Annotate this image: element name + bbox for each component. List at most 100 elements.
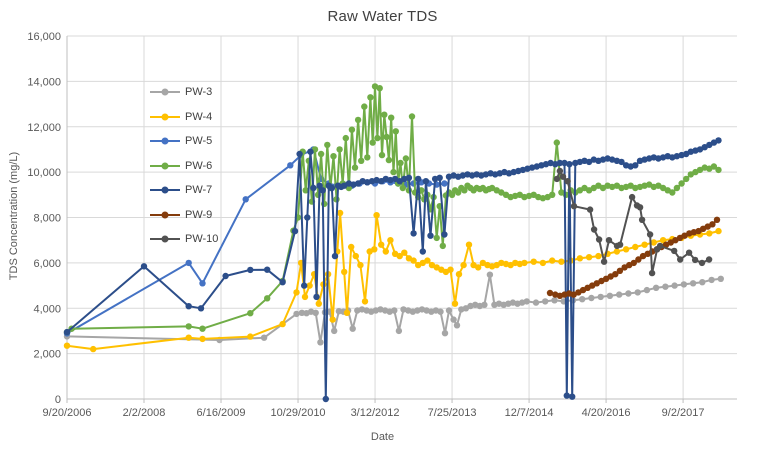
marker-pw-3 (606, 292, 614, 299)
legend-label: PW-5 (185, 135, 213, 148)
marker-pw-7 (422, 178, 430, 185)
marker-pw-6 (374, 134, 381, 142)
marker-pw-5 (441, 180, 448, 187)
marker-pw-7 (247, 266, 254, 274)
marker-pw-10 (636, 204, 644, 211)
marker-pw-4 (341, 268, 348, 276)
y-axis-title: TDS Concentration (mg/L) (8, 151, 20, 281)
marker-pw-7 (304, 214, 311, 221)
marker-pw-7 (316, 182, 323, 189)
marker-pw-10 (638, 216, 646, 223)
series-pw-10 (553, 167, 713, 277)
legend-line-sample (150, 186, 180, 194)
marker-pw-6 (185, 323, 192, 330)
legend-line-sample (150, 211, 180, 219)
marker-pw-9 (635, 256, 642, 263)
marker-pw-4 (293, 289, 300, 296)
marker-pw-3 (551, 297, 558, 304)
marker-pw-7 (441, 231, 448, 238)
marker-pw-7 (328, 184, 336, 192)
marker-pw-3 (532, 299, 540, 306)
y-tick-label: 4,000 (33, 303, 61, 315)
y-tick-label: 0 (55, 394, 61, 406)
marker-pw-10 (586, 206, 594, 213)
marker-pw-10 (590, 226, 598, 233)
marker-pw-3 (708, 276, 715, 284)
marker-pw-4 (650, 239, 657, 246)
marker-pw-5 (287, 162, 294, 169)
marker-pw-4 (455, 271, 463, 278)
marker-pw-7 (415, 175, 422, 183)
marker-pw-6 (336, 146, 343, 153)
marker-pw-7 (566, 161, 573, 168)
marker-pw-4 (595, 252, 602, 260)
marker-pw-6 (385, 156, 393, 164)
marker-pw-4 (715, 227, 722, 235)
marker-pw-7 (632, 162, 639, 169)
chart-title: Raw Water TDS (327, 8, 438, 25)
marker-pw-3 (717, 275, 724, 282)
legend-item-pw-6: PW-6 (150, 154, 218, 179)
marker-pw-6 (351, 164, 359, 171)
marker-pw-4 (315, 300, 322, 307)
legend-label: PW-3 (185, 86, 213, 99)
marker-pw-6 (669, 189, 676, 196)
marker-pw-10 (677, 256, 684, 263)
marker-pw-7 (319, 187, 326, 194)
marker-pw-3 (260, 334, 268, 341)
marker-pw-4 (396, 252, 403, 260)
marker-pw-4 (382, 248, 389, 255)
marker-pw-6 (378, 151, 386, 159)
y-tick-label: 14,000 (27, 76, 61, 88)
legend-label: PW-6 (185, 159, 213, 172)
marker-pw-7 (296, 150, 303, 158)
marker-pw-7 (556, 159, 564, 167)
marker-pw-5 (410, 180, 417, 187)
marker-pw-3 (317, 339, 324, 346)
marker-pw-7 (140, 263, 148, 270)
marker-pw-6 (369, 139, 376, 146)
marker-pw-3 (293, 310, 300, 318)
marker-pw-7 (618, 158, 625, 166)
marker-pw-4 (199, 335, 206, 343)
marker-pw-4 (401, 249, 408, 256)
marker-pw-3 (662, 283, 669, 290)
legend-item-pw-3: PW-3 (150, 80, 218, 105)
marker-pw-10 (616, 241, 624, 248)
marker-pw-3 (331, 327, 338, 335)
marker-pw-6 (390, 168, 397, 176)
marker-pw-7 (410, 230, 417, 237)
marker-pw-4 (306, 282, 313, 289)
marker-pw-6 (388, 114, 395, 121)
marker-pw-5 (242, 196, 249, 203)
marker-pw-10 (605, 237, 613, 244)
marker-pw-3 (597, 293, 604, 301)
marker-pw-3 (643, 286, 651, 294)
marker-pw-3 (453, 322, 461, 329)
marker-pw-7 (419, 248, 426, 255)
marker-pw-4 (348, 243, 355, 251)
marker-pw-3 (437, 308, 444, 315)
marker-pw-3 (486, 271, 494, 278)
marker-pw-10 (628, 193, 636, 201)
legend-line-sample (150, 113, 180, 121)
marker-pw-7 (291, 227, 299, 235)
legend-label: PW-4 (185, 110, 213, 123)
marker-pw-6 (264, 295, 271, 302)
marker-pw-3 (588, 294, 595, 302)
marker-pw-4 (530, 258, 537, 265)
marker-pw-3 (481, 301, 488, 308)
marker-pw-4 (521, 259, 528, 267)
x-axis-title: Date (370, 431, 395, 443)
marker-pw-6 (673, 184, 681, 192)
marker-pw-6 (330, 153, 337, 160)
marker-pw-7 (715, 137, 722, 144)
marker-pw-10 (600, 258, 608, 265)
legend-line-sample (150, 88, 180, 96)
marker-pw-6 (364, 154, 371, 161)
y-tick-label: 12,000 (27, 122, 61, 134)
marker-pw-3 (349, 325, 356, 332)
legend-line-sample (150, 235, 180, 243)
x-tick-label: 4/20/2016 (582, 407, 631, 419)
series-pw-3 (63, 271, 724, 346)
